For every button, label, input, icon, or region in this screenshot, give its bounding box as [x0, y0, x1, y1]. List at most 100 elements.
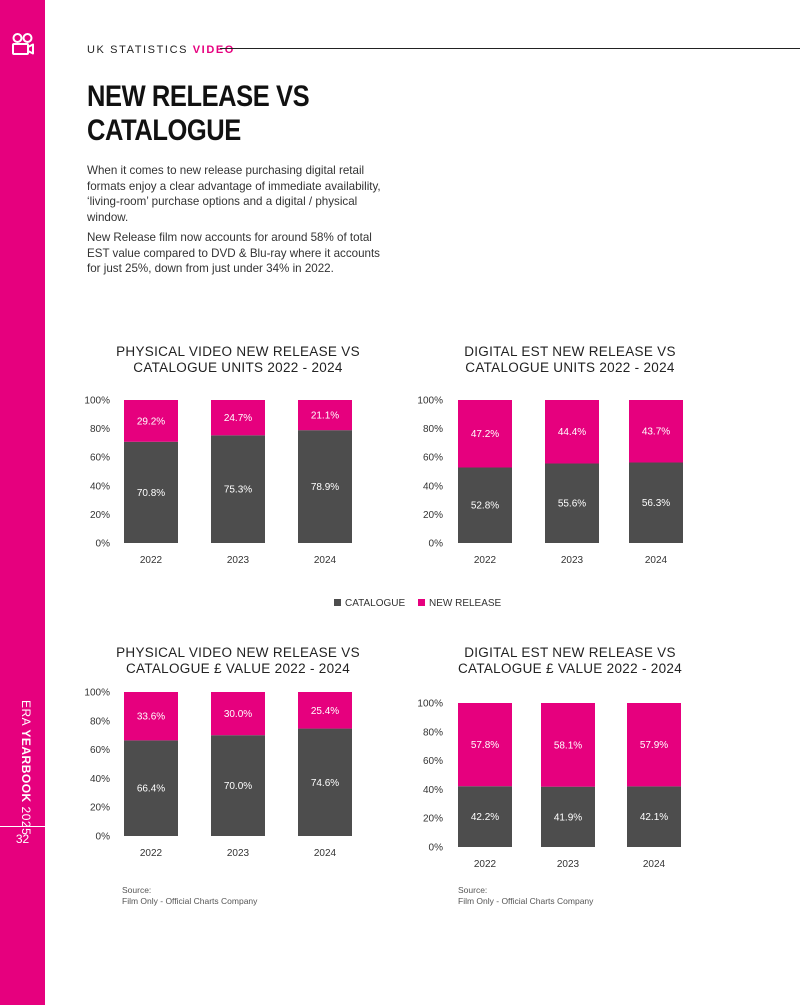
- chart-4-data-label: 57.8%: [471, 740, 499, 751]
- chart-2-data-label: 44.4%: [558, 427, 586, 438]
- chart-2-y-tick: 0%: [429, 539, 444, 550]
- chart-2-bar-new-release: [545, 400, 599, 464]
- legend-item-new-release: NEW RELEASE: [417, 598, 502, 609]
- chart-4-data-label: 41.9%: [554, 812, 582, 823]
- chart-3-data-label: 33.6%: [137, 712, 165, 723]
- chart-3-title-line2: CATALOGUE £ VALUE 2022 - 2024: [125, 661, 351, 676]
- chart-2-bar-new-release: [458, 400, 512, 468]
- chart-4-y-tick: 40%: [423, 785, 443, 796]
- chart-4-bar-catalogue: [541, 786, 595, 847]
- chart-4-data-label: 42.1%: [640, 812, 668, 823]
- chart-4-y-tick: 100%: [417, 699, 443, 710]
- chart-2-bar-catalogue: [629, 462, 683, 543]
- sidebar-era: ERA: [19, 700, 33, 726]
- chart-2-y-tick: 20%: [423, 510, 443, 521]
- chart-2-data-label: 47.2%: [471, 429, 499, 440]
- chart-2-y-tick: 80%: [423, 424, 443, 435]
- chart-3-y-tick: 60%: [90, 745, 110, 756]
- sidebar-publication: ERA YEARBOOK 2025: [0, 700, 45, 835]
- chart-3-data-label: 70.0%: [224, 781, 252, 792]
- source-left-text: Film Only - Official Charts Company: [122, 896, 258, 906]
- sidebar-yearbook: YEARBOOK: [19, 729, 33, 803]
- chart-1-title-line2: CATALOGUE UNITS 2022 - 2024: [133, 360, 343, 375]
- chart-2-bar-catalogue: [545, 463, 599, 543]
- chart-1-y-tick: 40%: [90, 481, 110, 492]
- chart-2-y-tick: 60%: [423, 453, 443, 464]
- section-label: UK STATISTICS VIDEO: [87, 44, 235, 56]
- chart-3-y-tick: 20%: [90, 803, 110, 814]
- source-left: Source: Film Only - Official Charts Comp…: [122, 885, 257, 907]
- chart-2-data-label: 55.6%: [558, 499, 586, 510]
- chart-2-bar-new-release: [629, 400, 683, 463]
- chart-1-y-tick: 100%: [84, 396, 110, 407]
- chart-2-data-label: 52.8%: [471, 501, 499, 512]
- chart-3-data-label: 74.6%: [311, 778, 339, 789]
- chart-1-x-tick: 2022: [140, 555, 163, 566]
- chart-3-bar-catalogue: [211, 735, 265, 836]
- chart-4-y-tick: 60%: [423, 756, 443, 767]
- section-highlight: VIDEO: [192, 44, 235, 56]
- source-right-label: Source:: [458, 885, 488, 895]
- summary-paragraph: New Release film now accounts for around…: [87, 231, 380, 275]
- section-prefix: UK STATISTICS: [87, 44, 189, 56]
- chart-1-bar-catalogue: [211, 435, 265, 543]
- chart-1-y-tick: 60%: [90, 453, 110, 464]
- chart-2-y-tick: 40%: [423, 481, 443, 492]
- chart-1-data-label: 70.8%: [137, 488, 165, 499]
- chart-4-bar-catalogue: [458, 786, 512, 847]
- chart-2-title-line2: CATALOGUE UNITS 2022 - 2024: [465, 360, 675, 375]
- chart-1-data-label: 29.2%: [137, 416, 165, 427]
- chart-1-x-tick: 2023: [227, 555, 250, 566]
- chart-3-data-label: 66.4%: [137, 784, 165, 795]
- legend-swatch-catalogue: [334, 598, 341, 606]
- chart-3-bar-new-release: [298, 692, 352, 729]
- chart-1-x-tick: 2024: [314, 555, 337, 566]
- chart-1-data-label: 21.1%: [311, 411, 339, 422]
- chart-2-x-tick: 2024: [645, 555, 668, 566]
- legend-item-catalogue: CATALOGUE: [334, 598, 405, 609]
- chart-1-title: PHYSICAL VIDEO NEW RELEASE VS CATALOGUE …: [103, 344, 373, 376]
- chart-4-y-tick: 0%: [429, 843, 444, 854]
- chart-3-data-label: 25.4%: [311, 706, 339, 717]
- chart-3-title-line1: PHYSICAL VIDEO NEW RELEASE VS: [116, 645, 360, 660]
- chart-4-bar-new-release: [458, 703, 512, 787]
- chart-4-bar-new-release: [627, 703, 681, 787]
- chart-4-x-tick: 2022: [474, 859, 497, 870]
- chart-4-data-label: 42.2%: [471, 812, 499, 823]
- chart-2-y-tick: 100%: [417, 396, 443, 407]
- chart-4-bar-new-release: [541, 703, 595, 787]
- chart-3-x-tick: 2022: [140, 848, 163, 859]
- chart-1-title-line1: PHYSICAL VIDEO NEW RELEASE VS: [116, 344, 360, 359]
- source-left-label: Source:: [122, 885, 152, 895]
- chart-4-x-tick: 2024: [643, 859, 666, 870]
- chart-3-x-tick: 2023: [227, 848, 250, 859]
- legend-label-new-release: NEW RELEASE: [428, 598, 502, 609]
- header-rule: [220, 48, 800, 49]
- chart-1-y-tick: 0%: [96, 539, 111, 550]
- page-title-line2: CATALOGUE: [87, 114, 241, 147]
- chart-1-data-label: 78.9%: [311, 482, 339, 493]
- sidebar-year: 2025: [19, 806, 33, 836]
- chart-4-x-tick: 2023: [557, 859, 580, 870]
- chart-2-bar-catalogue: [458, 467, 512, 543]
- chart-3-data-label: 30.0%: [224, 709, 252, 720]
- video-camera-icon: [12, 33, 34, 55]
- chart-3-bar-new-release: [211, 692, 265, 736]
- chart-2-title-line1: DIGITAL EST NEW RELEASE VS: [464, 344, 676, 359]
- chart-3-y-tick: 0%: [96, 832, 111, 843]
- page-title: NEW RELEASE VS CATALOGUE: [87, 80, 393, 148]
- chart-1-bar-catalogue: [298, 430, 352, 543]
- chart-4-y-tick: 20%: [423, 814, 443, 825]
- chart-2-data-label: 43.7%: [642, 427, 670, 438]
- chart-4-title-line2: CATALOGUE £ VALUE 2022 - 2024: [457, 661, 683, 676]
- chart-2-x-tick: 2022: [474, 555, 497, 566]
- chart-3-bar-catalogue: [298, 728, 352, 836]
- sidebar: ERA YEARBOOK 2025 32: [0, 0, 45, 1005]
- legend-label-catalogue: CATALOGUE: [345, 598, 406, 609]
- chart-3-y-tick: 40%: [90, 774, 110, 785]
- chart-3-bar-catalogue: [124, 740, 178, 836]
- chart-3-x-tick: 2024: [314, 848, 337, 859]
- chart-4-title-line1: DIGITAL EST NEW RELEASE VS: [464, 645, 676, 660]
- page-number: 32: [15, 832, 30, 846]
